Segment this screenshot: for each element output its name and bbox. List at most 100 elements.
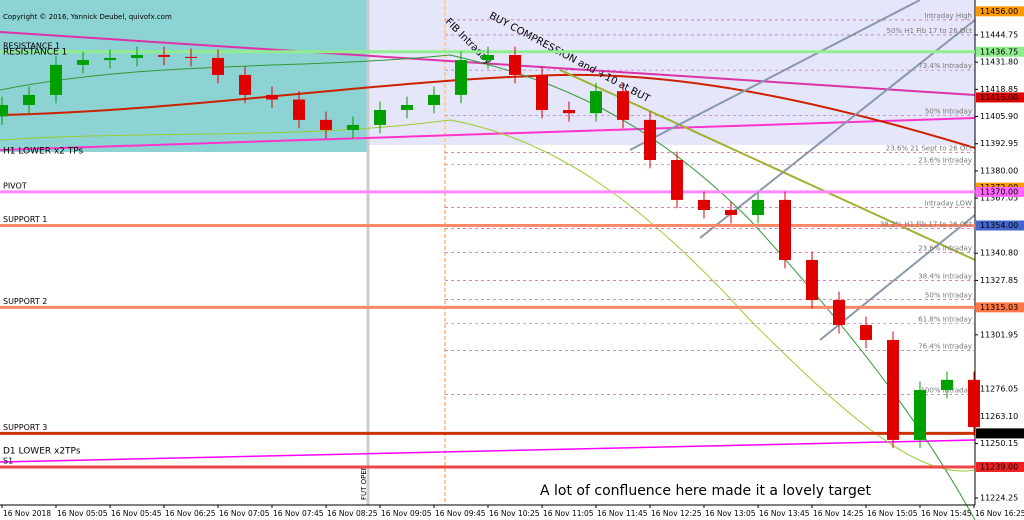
level-label: SUPPORT 1	[3, 215, 47, 224]
candle-body	[374, 110, 386, 125]
level-label: S1	[3, 456, 13, 465]
x-tick-label: 16 Nov 10:25	[489, 509, 540, 518]
y-tick-label: 11367.05	[980, 194, 1018, 203]
candle-body	[158, 55, 170, 57]
x-tick-label: 16 Nov 12:25	[651, 509, 702, 518]
y-tick-label: 11327.85	[980, 276, 1018, 285]
price-box-label: 11315.03	[980, 303, 1018, 312]
price-box-label: 11370.00	[980, 187, 1018, 196]
candle-body	[860, 325, 872, 340]
price-box-label: 11255.00	[980, 429, 1018, 438]
x-tick-label: 16 Nov 15:05	[867, 509, 918, 518]
trend-line	[0, 117, 976, 151]
x-tick-label: 16 Nov 16:25	[975, 509, 1024, 518]
candle-body	[914, 389, 926, 440]
candle-body	[563, 110, 575, 114]
candle-body	[482, 55, 494, 61]
x-tick-label: 16 Nov 06:25	[165, 509, 216, 518]
fib-label: 38.4% Intraday	[918, 272, 972, 280]
level-label: SUPPORT 3	[3, 423, 47, 432]
price-box-label: 11456.00	[980, 7, 1018, 16]
moving-average	[0, 73, 976, 149]
fib-label: Intraday High	[924, 12, 972, 20]
band-line	[0, 54, 976, 520]
candle-body	[347, 124, 359, 130]
candle-body	[401, 104, 413, 111]
candle-body	[131, 55, 143, 58]
y-tick-label: 11444.75	[980, 30, 1018, 39]
level-label: RESISTANCE 1	[3, 41, 60, 50]
band-line	[0, 119, 976, 472]
y-tick-label: 11301.95	[980, 330, 1018, 339]
candle-body	[671, 160, 683, 200]
trend-line	[0, 439, 976, 463]
y-tick-label: 11340.80	[980, 249, 1018, 258]
x-tick-label: 16 Nov 15:45	[921, 509, 972, 518]
channel-line	[699, 19, 976, 239]
fib-label: 100% Intraday	[920, 387, 972, 395]
candle-body	[320, 119, 332, 130]
candle-body	[806, 259, 818, 301]
candle-body	[104, 57, 116, 61]
price-box	[976, 46, 1024, 57]
x-tick-label: 16 Nov 05:45	[111, 509, 162, 518]
x-tick-label: 16 Nov 09:45	[435, 509, 486, 518]
channel-line	[819, 214, 976, 341]
x-tick-label: 16 Nov 08:25	[327, 509, 378, 518]
x-tick-label: 16 Nov 13:05	[705, 509, 756, 518]
fib-label: 50% H1 Fib 17 to 26 Oct	[887, 27, 973, 35]
candle-body	[968, 379, 980, 428]
level-label: PIVOT	[3, 181, 27, 190]
candle-body	[509, 55, 521, 75]
candle-body	[698, 199, 710, 210]
price-box	[976, 302, 1024, 313]
side-label: H1 LOWER x2 TPs	[3, 146, 84, 156]
candle-body	[428, 94, 440, 105]
x-tick-label: 16 Nov 05:05	[57, 509, 108, 518]
candle-body	[887, 339, 899, 440]
candle-body	[185, 56, 197, 58]
candle-body	[590, 91, 602, 114]
fib-label: 23.6% 21 Sept to 26 Oct	[886, 144, 973, 152]
copyright: Copyright © 2016, Yannick Deubel, quivof…	[3, 13, 172, 21]
x-tick-label: 16 Nov 2018	[3, 509, 51, 518]
candle-body	[293, 99, 305, 120]
candle-body	[752, 199, 764, 216]
fib-label: 23.6% Intraday	[918, 244, 972, 252]
y-tick-label: 11392.95	[980, 139, 1018, 148]
candle-body	[941, 379, 953, 390]
x-tick-label: 16 Nov 07:45	[273, 509, 324, 518]
candle-body	[50, 64, 62, 95]
x-tick-label: 16 Nov 13:45	[759, 509, 810, 518]
fib-label: 73.4% Intraday	[918, 62, 972, 70]
fib-label: 76.4% Intraday	[918, 342, 972, 350]
y-tick-label: 11263.10	[980, 412, 1018, 421]
x-tick-label: 16 Nov 11:45	[597, 509, 648, 518]
price-box	[976, 6, 1024, 17]
candle-body	[779, 199, 791, 260]
channel-line	[629, 0, 921, 151]
candle-body	[644, 119, 656, 161]
x-tick-label: 16 Nov 07:05	[219, 509, 270, 518]
candle-body	[212, 57, 224, 75]
candle-body	[833, 300, 845, 326]
candle-body	[23, 94, 35, 105]
y-tick-label: 11380.00	[980, 166, 1018, 175]
candle-body	[0, 104, 8, 117]
level-label: SUPPORT 2	[3, 297, 47, 306]
fib-label: Intraday LOW	[924, 200, 972, 208]
y-tick-label: 11418.85	[980, 85, 1018, 94]
price-box	[976, 461, 1024, 472]
candle-body	[536, 74, 548, 111]
price-box	[976, 186, 1024, 197]
candle-body	[77, 60, 89, 65]
y-tick-label: 11405.90	[980, 112, 1018, 121]
fib-label: 50% Intraday	[925, 291, 972, 299]
price-box-label: 11415.00	[980, 93, 1018, 102]
price-box	[976, 92, 1024, 103]
side-label: RESISTANCE 1	[3, 47, 67, 57]
y-tick-label: 11250.15	[980, 439, 1018, 448]
x-tick-label: 16 Nov 09:05	[381, 509, 432, 518]
price-box-label: 11436.75	[980, 47, 1018, 56]
price-box	[976, 428, 1024, 439]
